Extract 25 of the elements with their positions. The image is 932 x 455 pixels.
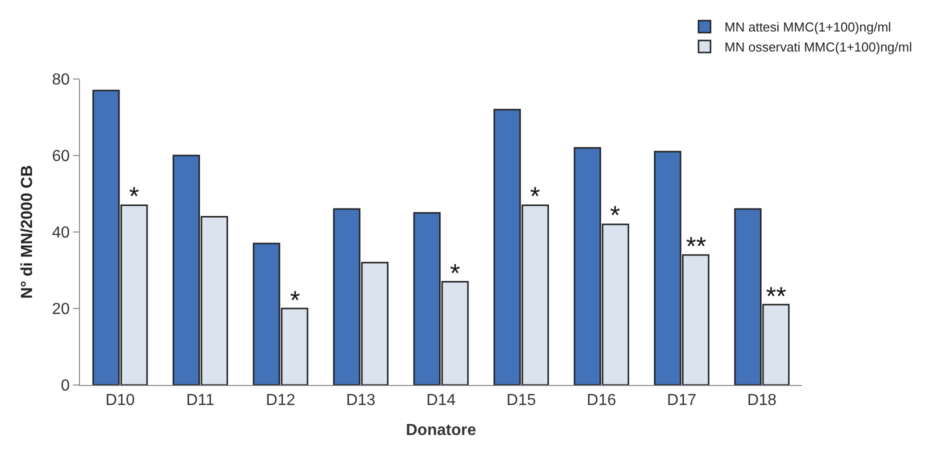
annotation: ** — [766, 281, 786, 311]
x-tick-label: D18 — [747, 392, 777, 410]
legend-label: MN osservati MMC(1+100)ng/ml — [724, 40, 912, 55]
annotation: * — [290, 285, 300, 315]
y-tick-label: 20 — [52, 301, 70, 318]
x-tick-label: D13 — [346, 392, 376, 410]
x-tick-label: D16 — [586, 392, 616, 410]
x-tick-label: D10 — [105, 392, 135, 410]
x-tick-label: D12 — [266, 392, 296, 410]
y-tick-label: 40 — [52, 224, 70, 242]
x-tick-label: D17 — [666, 392, 696, 410]
y-tick-label: 80 — [52, 72, 70, 89]
y-tick-label: 60 — [52, 148, 70, 166]
x-tick-label: D15 — [506, 392, 536, 410]
x-axis-title: Donatore — [406, 422, 476, 439]
x-tick-label: D14 — [426, 392, 456, 410]
y-axis-title: N° di MN/2000 CB — [18, 165, 36, 299]
x-tick-label: D11 — [186, 392, 215, 410]
annotation: * — [450, 258, 460, 288]
annotation: * — [610, 200, 620, 230]
annotation: ** — [686, 231, 706, 261]
legend-label: MN attesi MMC(1+100)ng/ml — [724, 20, 892, 35]
annotation: * — [530, 181, 540, 211]
annotation: * — [129, 181, 140, 211]
y-tick-label: 0 — [60, 378, 70, 395]
